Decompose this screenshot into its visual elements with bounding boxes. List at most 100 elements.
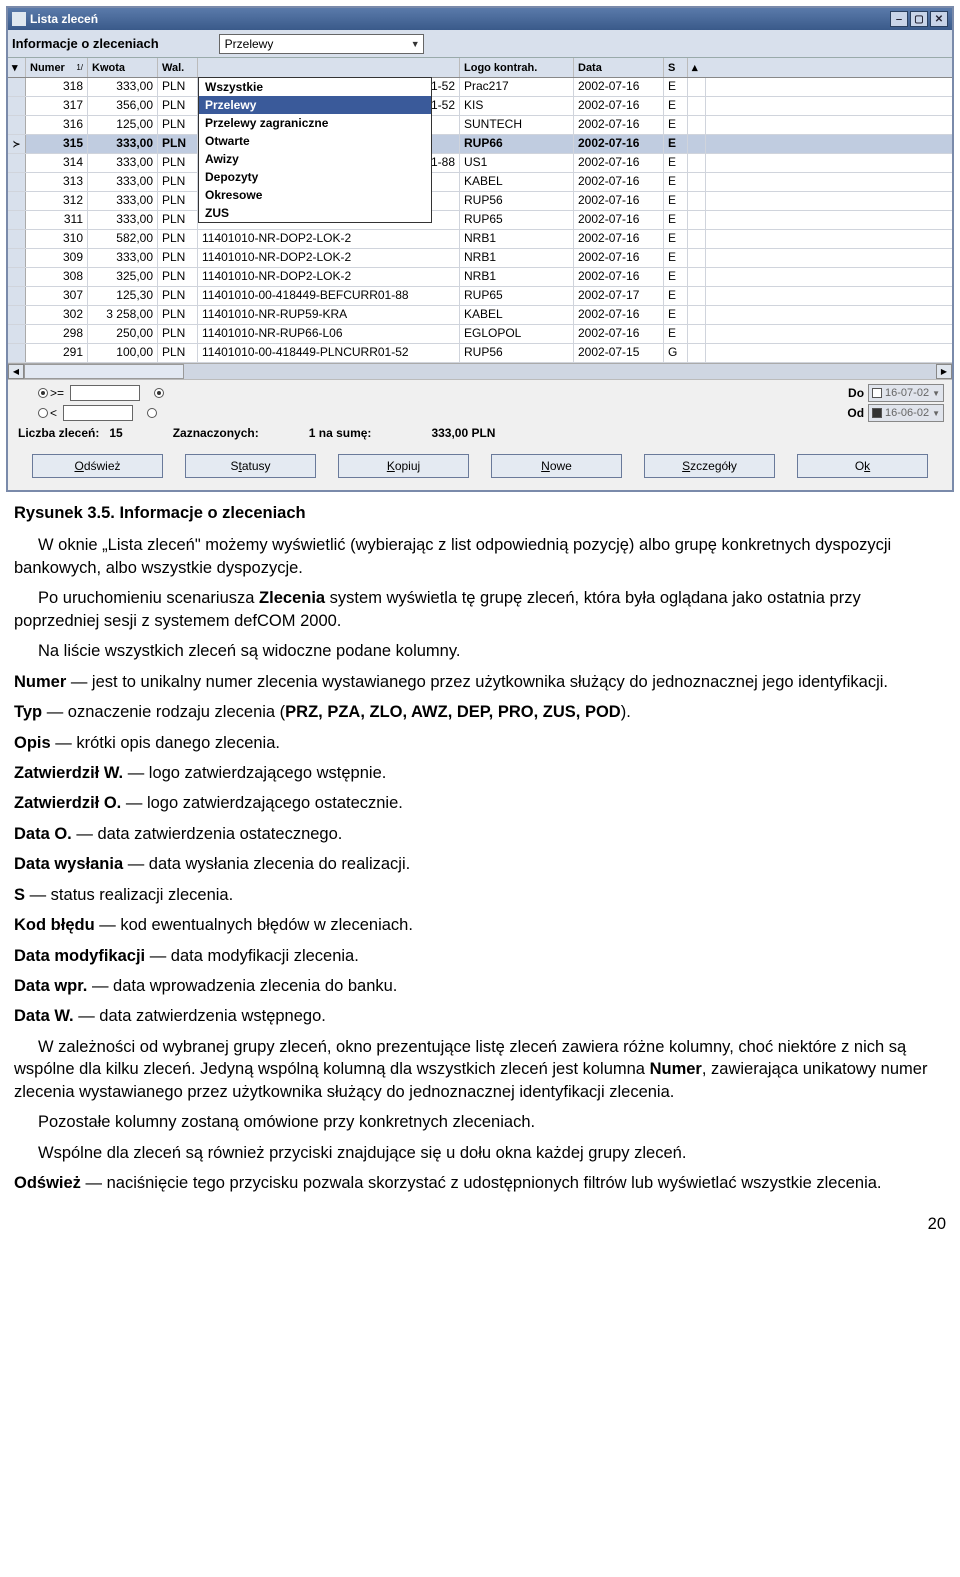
cell-waluta: PLN — [158, 78, 198, 96]
cell-sb — [688, 154, 706, 172]
cell-data: 2002-07-16 — [574, 97, 664, 115]
group-combo[interactable]: Przelewy ▼ — [219, 34, 424, 54]
cell-logo: NRB1 — [460, 230, 574, 248]
cell-waluta: PLN — [158, 287, 198, 305]
col-data[interactable]: Data — [574, 58, 664, 77]
kopiuj-button[interactable]: Kopiuj — [338, 454, 469, 478]
cell-kwota: 100,00 — [88, 344, 158, 362]
hscrollbar[interactable]: ◀ ▶ — [8, 363, 952, 379]
table-row[interactable]: 309333,00PLN11401010-NR-DOP2-LOK-2NRB120… — [8, 249, 952, 268]
chevron-down-icon: ▼ — [411, 39, 420, 49]
maximize-button[interactable]: ▢ — [910, 11, 928, 27]
table-row[interactable]: 313333,00PLNZUSKABEL2002-07-16E — [8, 173, 952, 192]
nowe-button[interactable]: Nowe — [491, 454, 622, 478]
cell-numer: 302 — [26, 306, 88, 324]
col-rachunek[interactable] — [198, 58, 460, 77]
cell-sb — [688, 230, 706, 248]
combo-value: Przelewy — [225, 37, 274, 51]
table-row[interactable]: 308325,00PLN11401010-NR-DOP2-LOK-2NRB120… — [8, 268, 952, 287]
col-scroll-up[interactable]: ▴ — [688, 58, 706, 77]
table-row[interactable]: 307125,30PLN11401010-00-418449-BEFCURR01… — [8, 287, 952, 306]
table-row[interactable]: 314333,00PLN01-88US12002-07-16E — [8, 154, 952, 173]
col-numer[interactable]: Numer 1/ — [26, 58, 88, 77]
suma-val: 333,00 PLN — [431, 426, 495, 440]
od-date[interactable]: 16-06-02▼ — [868, 404, 944, 422]
table-row[interactable]: 298250,00PLN11401010-NR-RUP66-L06EGLOPOL… — [8, 325, 952, 344]
cell-waluta: PLN — [158, 116, 198, 134]
cell-waluta: PLN — [158, 154, 198, 172]
table-row[interactable]: 317356,00PLN01-52KIS2002-07-16E — [8, 97, 952, 116]
cell-sb — [688, 249, 706, 267]
radio-lt-off[interactable] — [147, 408, 157, 418]
def-zw: Zatwierdził W. — logo zatwierdzającego w… — [14, 762, 946, 784]
col-logo[interactable]: Logo kontrah. — [460, 58, 574, 77]
filter-ge-input[interactable] — [70, 385, 140, 401]
para-1: W oknie „Lista zleceń" możemy wyświetlić… — [14, 534, 946, 579]
window-title: Lista zleceń — [30, 12, 98, 26]
close-button[interactable]: ✕ — [930, 11, 948, 27]
row-marker — [8, 249, 26, 267]
table-row[interactable]: 316125,00PLNSUNTECH2002-07-16E — [8, 116, 952, 135]
cell-kwota: 125,00 — [88, 116, 158, 134]
table-row[interactable]: 318333,00PLN01-52Prac2172002-07-16E — [8, 78, 952, 97]
cell-waluta: PLN — [158, 173, 198, 191]
table-row[interactable]: 310582,00PLN11401010-NR-DOP2-LOK-2NRB120… — [8, 230, 952, 249]
do-date[interactable]: 16-07-02▼ — [868, 384, 944, 402]
row-marker — [8, 78, 26, 96]
table-row[interactable]: 312333,00PLN11401010-00-418449-PLNCURR01… — [8, 192, 952, 211]
radio-lt[interactable]: < — [38, 406, 57, 420]
radio-ge[interactable]: >= — [38, 386, 64, 400]
col-sel[interactable]: ▾ — [8, 58, 26, 77]
dropdown-item[interactable]: Wszystkie — [199, 78, 431, 96]
cell-data: 2002-07-16 — [574, 154, 664, 172]
cell-numer: 291 — [26, 344, 88, 362]
cell-sb — [688, 116, 706, 134]
do-label: Do — [848, 386, 864, 400]
cell-data: 2002-07-16 — [574, 268, 664, 286]
dropdown-item[interactable]: Przelewy zagraniczne — [199, 114, 431, 132]
cell-waluta: PLN — [158, 344, 198, 362]
minimize-button[interactable]: ‒ — [890, 11, 908, 27]
liczba-label: Liczba zleceń: — [18, 426, 99, 440]
cell-rachunek: 11401010-00-418449-PLNCURR01-52 — [198, 344, 460, 362]
ok-button[interactable]: Ok — [797, 454, 928, 478]
cell-status: E — [664, 211, 688, 229]
dropdown-item[interactable]: Przelewy — [199, 96, 431, 114]
cell-waluta: PLN — [158, 192, 198, 210]
liczba-val: 15 — [109, 426, 122, 440]
cell-logo: RUP56 — [460, 344, 574, 362]
dropdown-item[interactable]: Okresowe — [199, 186, 431, 204]
dropdown-item[interactable]: ZUS — [199, 204, 431, 222]
cell-kwota: 333,00 — [88, 154, 158, 172]
col-kwota[interactable]: Kwota — [88, 58, 158, 77]
scroll-thumb[interactable] — [24, 364, 184, 379]
szczeg-button[interactable]: Szczegóły — [644, 454, 775, 478]
odswiez-button[interactable]: Odśwież — [32, 454, 163, 478]
col-waluta[interactable]: Wal. — [158, 58, 198, 77]
group-dropdown[interactable]: WszystkiePrzelewyPrzelewy zagraniczneOtw… — [198, 77, 432, 223]
dropdown-item[interactable]: Otwarte — [199, 132, 431, 150]
cell-numer: 298 — [26, 325, 88, 343]
table-row[interactable]: 311333,00PLN11401010-00-418449-BEFCURR01… — [8, 211, 952, 230]
cell-logo: EGLOPOL — [460, 325, 574, 343]
cell-data: 2002-07-16 — [574, 78, 664, 96]
cell-numer: 315 — [26, 135, 88, 153]
dropdown-item[interactable]: Awizy — [199, 150, 431, 168]
statusy-button[interactable]: Statusy — [185, 454, 316, 478]
scroll-left-button[interactable]: ◀ — [8, 364, 24, 379]
table-row[interactable]: 3023 258,00PLN11401010-NR-RUP59-KRAKABEL… — [8, 306, 952, 325]
dropdown-item[interactable]: Depozyty — [199, 168, 431, 186]
cell-sb — [688, 344, 706, 362]
para-4: W zależności od wybranej grupy zleceń, o… — [14, 1036, 946, 1103]
table-row[interactable]: ≻315333,00PLNRUP662002-07-16E — [8, 135, 952, 154]
cell-status: E — [664, 154, 688, 172]
filter-lt-input[interactable] — [63, 405, 133, 421]
button-row: Odśwież Statusy Kopiuj Nowe Szczegóły Ok — [8, 446, 952, 490]
scroll-right-button[interactable]: ▶ — [936, 364, 952, 379]
cell-data: 2002-07-16 — [574, 135, 664, 153]
column-headers: ▾ Numer 1/ Kwota Wal. Logo kontrah. Data… — [8, 58, 952, 78]
col-status[interactable]: S — [664, 58, 688, 77]
cell-logo: Prac217 — [460, 78, 574, 96]
table-row[interactable]: 291100,00PLN11401010-00-418449-PLNCURR01… — [8, 344, 952, 363]
radio-ge-on[interactable] — [154, 388, 164, 398]
